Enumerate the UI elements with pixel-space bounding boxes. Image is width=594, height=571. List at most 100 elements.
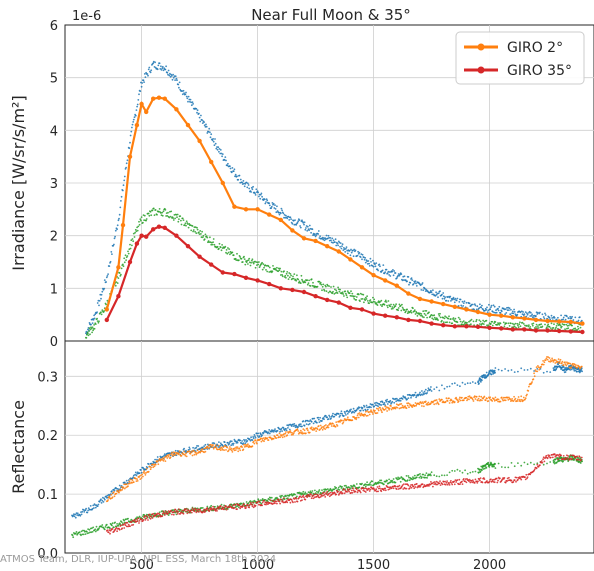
reflectance-series-3-point	[210, 504, 213, 507]
reflectance-series-1-point	[136, 518, 139, 521]
reflectance-series-1-point	[542, 456, 545, 459]
irradiance-series-2-point	[539, 311, 541, 314]
reflectance-series-0-point	[477, 399, 479, 402]
irradiance-series-2-point	[266, 199, 269, 202]
irradiance-series-3-point	[89, 333, 91, 336]
reflectance-series-1-point	[512, 481, 515, 483]
reflectance-series-3-point	[453, 470, 456, 472]
reflectance-series-1-point	[430, 481, 432, 483]
reflectance-series-1-point	[352, 489, 355, 492]
irradiance-series-3-point	[321, 285, 324, 288]
reflectance-series-0-point	[238, 447, 241, 450]
reflectance-series-1-point	[125, 521, 127, 524]
reflectance-series-0-point	[278, 432, 281, 435]
reflectance-series-3-point	[371, 480, 374, 483]
reflectance-series-2-point	[74, 513, 77, 516]
irradiance-series-3-point	[200, 233, 202, 235]
irradiance-series-2-point	[513, 311, 516, 313]
irradiance-series-2-point	[356, 254, 359, 257]
irradiance-series-2-point	[368, 265, 371, 267]
reflectance-series-0-point	[236, 446, 239, 448]
reflectance-series-0-point	[275, 437, 278, 439]
reflectance-series-1-point	[456, 479, 459, 481]
irradiance-series-2-point	[217, 146, 220, 149]
irradiance-series-2-point	[332, 242, 334, 244]
reflectance-series-1-point	[435, 480, 438, 483]
irradiance-series-3-point	[131, 244, 133, 247]
irradiance-series-0-point	[134, 122, 140, 128]
reflectance-series-3-point	[419, 475, 422, 478]
irradiance-series-2-point	[476, 305, 479, 308]
irradiance-series-2-point	[331, 237, 334, 240]
irradiance-series-0-point	[464, 307, 469, 312]
reflectance-series-1-point	[120, 524, 122, 527]
reflectance-series-0-point	[168, 453, 171, 456]
irradiance-series-2-point	[569, 315, 572, 318]
reflectance-series-0-point	[170, 453, 173, 455]
reflectance-series-2-point	[384, 404, 387, 406]
irradiance-series-2-point	[136, 103, 139, 106]
reflectance-series-0-point	[162, 459, 165, 462]
reflectance-series-0-point	[172, 453, 175, 455]
reflectance-series-1-point	[397, 485, 399, 488]
irradiance-series-3-point	[468, 320, 470, 323]
reflectance-series-3-point	[577, 457, 580, 459]
reflectance-series-2-point	[268, 429, 271, 431]
irradiance-series-2-point	[521, 313, 524, 316]
irradiance-series-3-point	[331, 292, 334, 295]
reflectance-series-0-point	[404, 405, 407, 407]
reflectance-series-0-point	[543, 361, 546, 364]
reflectance-series-3-point	[573, 459, 576, 461]
reflectance-series-2-point	[203, 445, 206, 447]
irradiance-series-3-point	[433, 314, 436, 317]
reflectance-series-1-point	[571, 458, 573, 460]
reflectance-series-0-point	[178, 452, 180, 455]
reflectance-series-0-point	[475, 395, 478, 398]
reflectance-series-1-point	[126, 521, 129, 524]
irradiance-series-3-point	[225, 251, 227, 254]
reflectance-series-0-point	[366, 414, 369, 417]
reflectance-series-0-point	[247, 443, 249, 446]
irradiance-series-3-point	[117, 277, 120, 279]
irradiance-series-3-point	[556, 322, 559, 325]
irradiance-series-1-point	[417, 318, 423, 324]
irradiance-series-3-point	[91, 331, 93, 334]
reflectance-series-2-point	[252, 437, 255, 440]
irradiance-series-2-point	[299, 226, 302, 229]
reflectance-series-3-point	[477, 471, 480, 474]
reflectance-series-0-point	[212, 447, 215, 450]
reflectance-series-1-point	[236, 508, 238, 511]
reflectance-series-1-point	[225, 505, 227, 507]
reflectance-series-1-point	[450, 482, 453, 484]
reflectance-series-0-point	[251, 445, 254, 447]
reflectance-series-0-point	[210, 445, 213, 448]
irradiance-series-0-point	[162, 96, 167, 101]
reflectance-series-2-point	[261, 434, 263, 437]
irradiance-series-2-point	[410, 277, 413, 279]
irradiance-series-2-point	[382, 264, 385, 266]
irradiance-series-2-point	[298, 219, 301, 222]
reflectance-series-2-point	[377, 405, 379, 408]
reflectance-series-2-point	[355, 409, 358, 411]
reflectance-series-2-point	[418, 393, 421, 396]
reflectance-series-0-point	[178, 450, 181, 452]
reflectance-series-1-point	[453, 480, 455, 483]
irradiance-y-tick-label: 4	[50, 124, 58, 139]
irradiance-series-3-point	[343, 295, 345, 297]
reflectance-series-3-point	[116, 523, 118, 525]
irradiance-series-3-point	[94, 323, 97, 325]
reflectance-series-0-point	[343, 419, 345, 422]
reflectance-series-1-point	[580, 458, 582, 461]
irradiance-series-3-point	[319, 281, 322, 284]
irradiance-series-3-point	[258, 261, 260, 263]
reflectance-series-0-point	[209, 446, 211, 449]
reflectance-series-3-point	[443, 474, 446, 477]
reflectance-series-0-point	[500, 396, 503, 399]
reflectance-series-3-point	[136, 516, 139, 519]
irradiance-series-2-point	[111, 253, 113, 256]
irradiance-series-3-point	[479, 320, 482, 323]
reflectance-series-2-point	[493, 369, 496, 372]
reflectance-series-1-point	[302, 494, 305, 497]
irradiance-series-3-point	[376, 304, 379, 306]
reflectance-series-0-point	[433, 403, 436, 406]
